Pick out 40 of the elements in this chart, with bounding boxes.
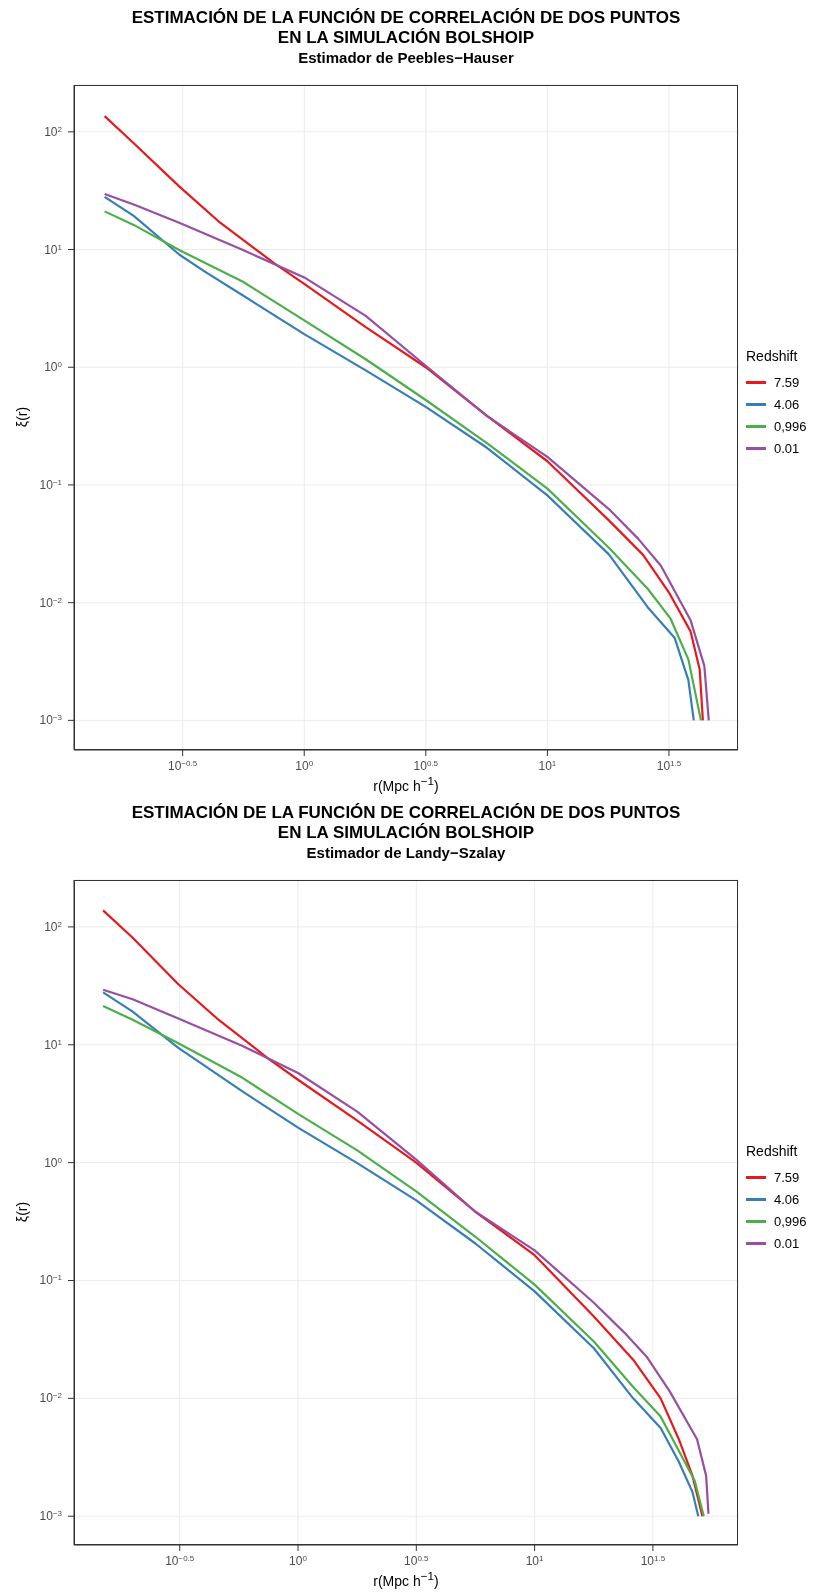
- y-axis-title: ξ(r): [14, 405, 30, 429]
- chart-title: ESTIMACIÓN DE LA FUNCIÓN DE CORRELACIÓN DE DOS PUNTOS EN LA SIMULACIÓN BOLSHOIP: [130, 803, 682, 843]
- x-tick-label: 10$^{0}$: [295, 758, 314, 773]
- y-tick-label: 10$^{2}$: [44, 919, 63, 934]
- x-tick-label: 10$^{−0.5}$: [165, 1553, 195, 1568]
- y-tick-label: 10$^{−2}$: [39, 1390, 63, 1406]
- legend-label: 7.59: [774, 1170, 800, 1185]
- x-tick-label: 10$^{0.5}$: [413, 758, 439, 773]
- legend-label: 4.06: [774, 397, 800, 412]
- y-tick-label: 10$^{−2}$: [39, 595, 63, 610]
- legend-label: 0,996: [774, 1214, 807, 1229]
- x-tick-label: 10$^{1}$: [538, 758, 557, 773]
- x-tick-label: 10$^{1.5}$: [640, 1553, 666, 1568]
- y-tick-label: 10$^{−1}$: [39, 477, 63, 492]
- legend-label: 4.06: [774, 1192, 800, 1207]
- y-tick-label: 10$^{−3}$: [39, 1508, 63, 1524]
- chart-title: ESTIMACIÓN DE LA FUNCIÓN DE CORRELACIÓN DE DOS PUNTOS EN LA SIMULACIÓN BOLSHOIP: [130, 8, 682, 48]
- x-tick-label: 10$^{1.5}$: [656, 758, 682, 773]
- legend-label: 0.01: [774, 1236, 800, 1251]
- y-tick-label: 10$^{−1}$: [39, 1273, 63, 1288]
- y-tick-label: 10$^{2}$: [44, 124, 63, 139]
- y-tick-label: 10$^{1}$: [44, 242, 63, 257]
- legend-label: 0.01: [774, 441, 800, 456]
- y-axis-title: ξ(r): [14, 1200, 30, 1224]
- chart-subtitle: Estimador de Peebles−Hauser: [297, 48, 515, 68]
- legend-title: Redshift: [746, 1142, 799, 1159]
- y-tick-label: 10$^{1}$: [44, 1037, 63, 1052]
- x-axis-title: r(Mpc h$^{−1}$): [372, 1569, 440, 1589]
- y-tick-label: 10$^{0}$: [44, 359, 63, 375]
- legend-label: 7.59: [774, 375, 800, 390]
- x-axis-title: r(Mpc h$^{−1}$): [372, 774, 440, 794]
- y-tick-label: 10$^{−3}$: [39, 712, 63, 728]
- x-tick-label: 10$^{0.5}$: [404, 1553, 430, 1568]
- x-tick-label: 10$^{−0.5}$: [168, 758, 198, 773]
- x-tick-label: 10$^{0}$: [289, 1553, 308, 1568]
- legend-title: Redshift: [746, 347, 799, 364]
- x-tick-label: 10$^{1}$: [525, 1553, 545, 1568]
- legend-label: 0,996: [774, 419, 807, 434]
- y-tick-label: 10$^{0}$: [44, 1155, 63, 1170]
- chart-subtitle: Estimador de Landy−Szalay: [305, 843, 507, 863]
